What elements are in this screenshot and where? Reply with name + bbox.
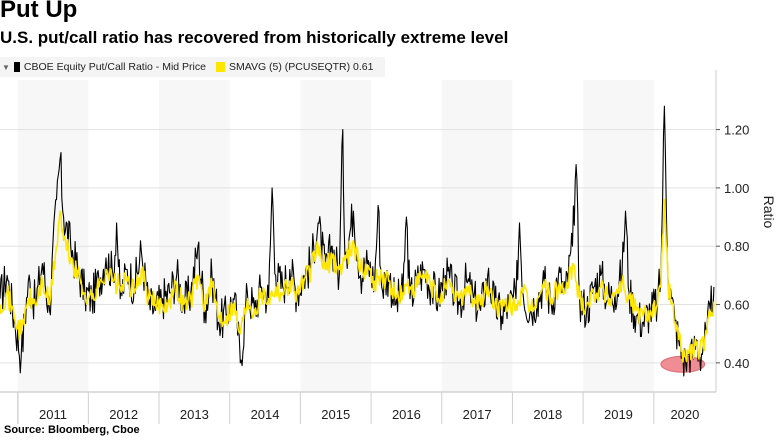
year-band-2013 [159, 80, 230, 392]
series-line-smavg-5 [0, 198, 715, 363]
x-tick-label-2017: 2017 [463, 407, 492, 422]
legend-label-sma: SMAVG (5) (PCUSEQTR) 0.61 [228, 61, 374, 73]
chart-subtitle: U.S. put/call ratio has recovered from h… [0, 28, 509, 47]
legend-item-sma[interactable]: SMAVG (5) (PCUSEQTR) 0.61 [215, 61, 374, 73]
x-tick-label-2018: 2018 [533, 407, 562, 422]
x-tick-label-2016: 2016 [392, 407, 421, 422]
chart-legend: ▼ CBOE Equity Put/Call Ratio - Mid Price… [0, 57, 386, 77]
x-axis: 2011 2012 2013 2014 2015 2016 2017 2018 2019 2020 [0, 391, 716, 424]
sort-icon[interactable]: ▼ [2, 62, 10, 72]
x-tick-label-2013: 2013 [180, 407, 209, 422]
legend-swatch-raw [13, 62, 20, 72]
year-band-2015 [300, 80, 372, 392]
y-axis-label: Ratio [761, 196, 777, 229]
x-tick-label-2014: 2014 [251, 407, 280, 422]
y-axis: 0.40 0.60 0.80 1.00 1.20 Ratio [715, 70, 777, 392]
x-tick-label-2011: 2011 [39, 407, 67, 422]
legend-swatch-sma [215, 62, 225, 72]
x-tick-label-2012: 2012 [109, 407, 138, 422]
x-tick-label-2015: 2015 [321, 407, 350, 422]
plot-area [0, 105, 715, 377]
y-tick-label-0.60: 0.60 [724, 298, 749, 313]
year-bands [17, 80, 654, 392]
year-band-2017 [441, 80, 513, 392]
y-tick-label-0.40: 0.40 [724, 356, 749, 371]
grid-lines [0, 129, 716, 364]
legend-label-raw: CBOE Equity Put/Call Ratio - Mid Price [23, 61, 206, 73]
chart-title: Put Up [0, 0, 78, 23]
x-axis-band [0, 392, 716, 424]
legend-item-raw[interactable]: CBOE Equity Put/Call Ratio - Mid Price [13, 61, 206, 73]
series-line-put-call-ratio [0, 105, 715, 377]
source-note: Source: Bloomberg, Cboe [4, 424, 140, 436]
y-tick-label-1.00: 1.00 [724, 181, 749, 196]
y-tick-label-0.80: 0.80 [724, 239, 749, 254]
y-tick-label-1.20: 1.20 [724, 123, 749, 138]
year-band-2019 [583, 80, 654, 392]
x-tick-label-2019: 2019 [604, 407, 633, 422]
x-tick-label-2020: 2020 [670, 407, 699, 422]
